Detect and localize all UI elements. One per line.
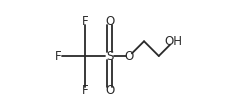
Text: OH: OH [165,35,183,48]
Text: F: F [82,84,88,97]
Text: O: O [125,50,134,62]
Text: O: O [105,84,114,97]
Text: S: S [106,50,113,62]
Text: F: F [82,15,88,28]
Text: O: O [105,15,114,28]
Text: F: F [55,50,61,62]
